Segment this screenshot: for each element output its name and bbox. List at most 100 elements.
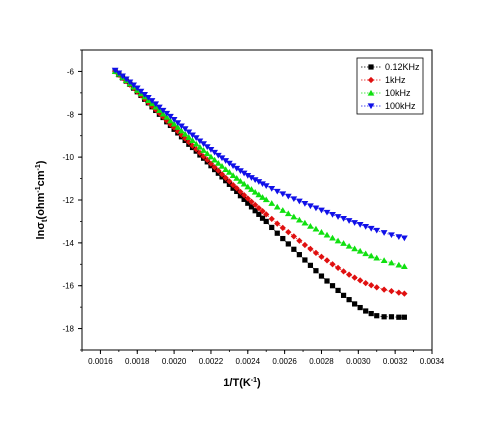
- data-point: [351, 274, 358, 281]
- data-point: [263, 218, 269, 225]
- data-point: [148, 98, 156, 104]
- y-tick-label: -18: [62, 325, 74, 334]
- data-point: [111, 67, 119, 74]
- data-point: [340, 292, 347, 298]
- data-point: [189, 137, 196, 144]
- data-point: [334, 214, 342, 220]
- x-tick-label: 0.0020: [162, 357, 187, 366]
- data-point: [388, 232, 395, 239]
- data-point: [368, 282, 375, 289]
- data-point: [234, 188, 240, 195]
- data-point: [357, 277, 364, 284]
- data-point: [388, 314, 395, 320]
- data-point: [340, 240, 347, 246]
- data-point: [367, 252, 375, 259]
- data-point: [211, 149, 219, 156]
- data-point: [285, 229, 292, 236]
- data-point: [323, 209, 331, 216]
- y-tick-label: -6: [67, 67, 75, 76]
- x-tick-label: 0.0016: [88, 357, 113, 366]
- x-axis: 0.0016 0.0018 0.0020 0.0022 0.0024 0.0026 0.00…: [81, 350, 445, 366]
- x-tick-label: 0.0032: [383, 357, 408, 366]
- data-point: [167, 113, 174, 120]
- data-point: [318, 273, 325, 279]
- data-point: [329, 211, 336, 218]
- legend: 0.12KHz 1kHz 10kHz 100kHz: [356, 57, 424, 115]
- data-point: [200, 141, 207, 147]
- data-point: [307, 203, 314, 210]
- data-point: [259, 215, 266, 221]
- data-point: [280, 235, 286, 242]
- data-point: [222, 166, 230, 172]
- data-point: [323, 231, 331, 238]
- data-point: [185, 134, 193, 140]
- x-tick-label: 0.0022: [199, 357, 224, 366]
- data-point: [346, 297, 352, 303]
- data-point: [218, 171, 226, 178]
- data-point: [313, 268, 319, 274]
- data-point: [115, 70, 123, 77]
- data-point: [268, 186, 276, 192]
- legend-marker: [368, 64, 374, 70]
- data-point: [307, 262, 314, 268]
- data-point: [225, 160, 233, 167]
- legend-label: 10kHz: [385, 88, 411, 98]
- data-point: [192, 140, 200, 147]
- data-point: [400, 263, 408, 270]
- data-point: [367, 225, 375, 232]
- data-point: [225, 169, 233, 175]
- data-point: [307, 223, 314, 229]
- data-point: [182, 135, 189, 142]
- series-1kHz: [112, 68, 408, 297]
- data-point: [170, 117, 178, 123]
- data-point: [262, 183, 270, 189]
- data-point: [240, 191, 248, 199]
- data-point: [244, 195, 251, 202]
- data-point: [178, 127, 185, 134]
- data-point: [251, 188, 259, 195]
- data-point: [329, 283, 336, 289]
- data-point: [259, 208, 266, 215]
- data-point: [163, 113, 171, 120]
- data-point: [340, 216, 347, 222]
- data-point: [295, 198, 303, 205]
- data-point: [252, 201, 259, 209]
- data-point: [240, 170, 248, 177]
- data-point: [329, 261, 336, 268]
- data-point: [362, 250, 370, 257]
- data-point: [368, 310, 374, 317]
- data-point: [133, 85, 141, 92]
- data-point: [380, 230, 388, 236]
- data-point: [351, 245, 359, 252]
- data-point: [290, 213, 298, 220]
- y-axis: -6 -8 -10 -12 -14 -16 -18: [62, 49, 82, 351]
- data-point: [373, 227, 381, 234]
- y-axis-title: lnσt(ohm-1cm-1): [35, 160, 49, 239]
- data-point: [207, 153, 215, 160]
- data-point: [290, 233, 297, 240]
- data-point: [178, 123, 185, 130]
- data-point: [119, 73, 126, 80]
- data-point: [324, 278, 330, 284]
- data-point: [395, 234, 403, 240]
- data-point: [192, 135, 200, 141]
- data-point: [248, 204, 255, 210]
- y-tick-label: -14: [62, 239, 74, 248]
- data-point: [163, 117, 170, 124]
- data-point: [312, 205, 320, 212]
- data-point: [273, 203, 281, 210]
- data-point: [167, 117, 174, 124]
- legend-marker: [367, 89, 375, 96]
- data-point: [334, 264, 342, 272]
- data-point: [230, 185, 236, 191]
- data-point: [170, 120, 178, 127]
- data-point: [380, 257, 388, 264]
- data-point: [245, 200, 251, 206]
- y-tick-label: -8: [67, 110, 75, 119]
- x-tick-label: 0.0034: [420, 357, 445, 366]
- y-tick-label: -12: [62, 196, 74, 205]
- data-point: [259, 181, 266, 188]
- x-tick-label: 0.0024: [236, 357, 261, 366]
- data-point: [248, 186, 255, 192]
- data-point: [279, 224, 286, 231]
